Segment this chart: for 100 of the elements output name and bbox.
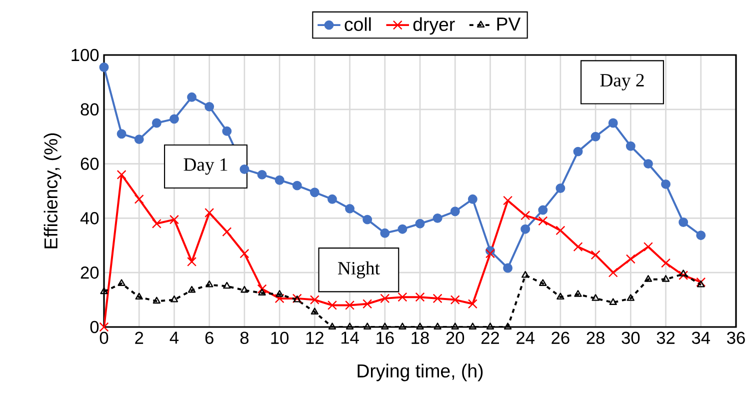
point xyxy=(274,175,284,185)
point xyxy=(310,188,320,198)
point xyxy=(626,254,636,264)
point xyxy=(398,292,408,302)
point xyxy=(556,226,566,236)
point xyxy=(432,213,442,223)
point xyxy=(468,299,478,309)
point xyxy=(258,288,266,296)
point xyxy=(539,279,547,286)
annotation: Night xyxy=(338,261,380,278)
point xyxy=(116,170,126,180)
point xyxy=(680,270,688,276)
x-tick-label: 16 xyxy=(376,332,394,344)
point xyxy=(697,280,705,288)
x-tick-label: 30 xyxy=(622,332,640,344)
y-tick-label: 40 xyxy=(80,212,99,224)
x-tick-label: 36 xyxy=(727,332,745,344)
point xyxy=(310,308,319,315)
annotation: Day 2 xyxy=(600,74,644,90)
point xyxy=(135,292,143,300)
y-tick-label: 0 xyxy=(90,320,99,334)
point xyxy=(503,263,513,273)
point xyxy=(223,282,231,289)
point xyxy=(538,205,548,215)
point xyxy=(643,242,653,252)
point xyxy=(661,258,671,268)
point xyxy=(118,279,126,286)
point xyxy=(328,322,336,330)
point xyxy=(380,294,390,304)
point xyxy=(574,290,582,297)
point xyxy=(678,270,688,280)
point xyxy=(432,294,442,304)
point xyxy=(116,129,126,139)
point xyxy=(643,159,653,169)
point xyxy=(644,275,652,282)
point xyxy=(188,286,196,293)
x-tick-label: 4 xyxy=(170,332,179,344)
x-tick-label: 22 xyxy=(481,332,499,344)
point xyxy=(415,292,425,302)
point xyxy=(222,227,232,237)
point xyxy=(520,224,530,234)
point xyxy=(520,210,530,220)
point xyxy=(187,92,197,102)
point xyxy=(257,170,267,180)
x-tick-label: 2 xyxy=(135,332,144,344)
point xyxy=(364,322,372,330)
point xyxy=(434,322,442,330)
point xyxy=(240,164,250,174)
x-axis-title: Drying time, (h) xyxy=(358,364,483,382)
point xyxy=(274,294,284,304)
y-tick-label: 80 xyxy=(80,103,99,116)
point xyxy=(100,287,108,294)
point xyxy=(134,194,144,204)
legend-label: coll xyxy=(344,17,371,32)
x-tick-label: 14 xyxy=(341,332,359,344)
x-tick-label: 28 xyxy=(586,332,604,344)
x-tick-label: 12 xyxy=(306,332,324,344)
point xyxy=(169,214,179,224)
x-tick-label: 24 xyxy=(516,332,534,344)
point xyxy=(240,248,250,258)
point xyxy=(380,228,390,238)
x-tick-label: 20 xyxy=(446,332,464,344)
y-tick-label: 20 xyxy=(80,266,99,279)
y-tick-label: 60 xyxy=(80,158,99,170)
point xyxy=(346,322,354,330)
point xyxy=(327,300,337,310)
point xyxy=(257,284,267,294)
point xyxy=(451,322,459,330)
x-tick-label: 8 xyxy=(240,332,249,344)
point xyxy=(152,118,162,128)
point xyxy=(556,184,566,194)
point xyxy=(486,322,494,330)
point xyxy=(468,322,477,330)
point xyxy=(556,292,564,300)
point xyxy=(504,322,512,330)
point xyxy=(134,134,144,144)
point xyxy=(678,218,688,228)
point xyxy=(170,295,178,302)
y-tick-label: 100 xyxy=(72,48,99,62)
point xyxy=(381,322,389,330)
point xyxy=(696,277,706,287)
point xyxy=(609,298,617,305)
point xyxy=(485,248,495,258)
x-tick-label: 32 xyxy=(656,332,675,344)
point xyxy=(626,294,635,301)
point xyxy=(187,256,197,266)
point xyxy=(99,62,109,72)
x-tick-label: 26 xyxy=(552,332,570,344)
annotation: Day 1 xyxy=(184,158,228,175)
point xyxy=(468,194,478,204)
point xyxy=(240,286,248,293)
point xyxy=(345,204,355,214)
point xyxy=(415,218,425,228)
point xyxy=(573,146,583,156)
point xyxy=(292,180,302,190)
point xyxy=(204,208,214,218)
point xyxy=(590,250,600,260)
point xyxy=(450,206,460,216)
point xyxy=(310,295,320,305)
point xyxy=(276,290,284,297)
